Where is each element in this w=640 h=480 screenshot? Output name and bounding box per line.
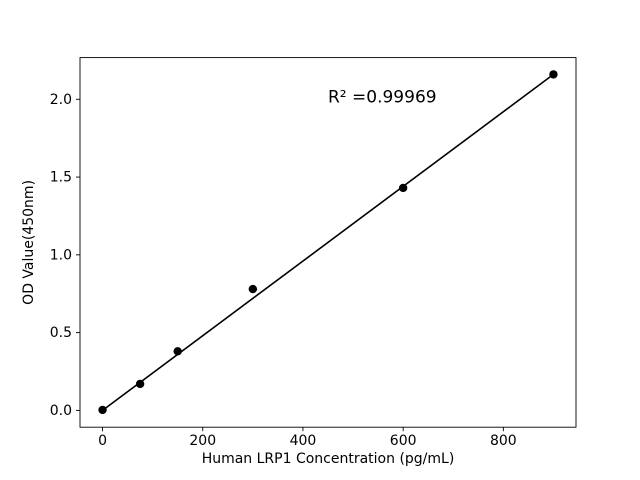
x-tick-label: 400 [290, 433, 317, 449]
y-axis-label: OD Value(450nm) [21, 180, 37, 305]
data-point [549, 70, 558, 79]
y-tick-label: 1.5 [50, 170, 72, 186]
data-points [98, 70, 558, 415]
data-point [135, 379, 145, 389]
data-point [98, 405, 107, 415]
x-axis-ticks: 0 200 400 600 800 [98, 427, 517, 449]
y-tick-label: 1.0 [50, 247, 72, 263]
y-tick-label: 2.0 [50, 92, 72, 108]
y-tick-label: 0.5 [50, 325, 72, 341]
x-tick-label: 200 [189, 433, 216, 449]
data-point [173, 347, 182, 356]
x-tick-label: 600 [390, 433, 417, 449]
data-point [398, 183, 408, 193]
x-tick-label: 0 [98, 433, 107, 449]
r-squared-annotation: R² =0.99969 [328, 87, 437, 107]
y-axis-ticks: 0.0 0.5 1.0 1.5 2.0 [50, 92, 80, 419]
data-point [248, 284, 258, 294]
x-tick-label: 800 [490, 433, 517, 449]
y-tick-label: 0.0 [50, 403, 72, 419]
x-axis-label: Human LRP1 Concentration (pg/mL) [202, 451, 455, 467]
